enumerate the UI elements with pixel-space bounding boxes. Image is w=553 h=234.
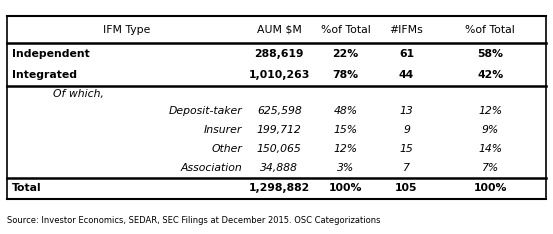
Text: 14%: 14%: [478, 144, 502, 154]
Text: Independent: Independent: [12, 49, 90, 59]
Text: Insurer: Insurer: [204, 125, 242, 135]
Text: 3%: 3%: [337, 163, 354, 173]
Text: Integrated: Integrated: [12, 70, 77, 80]
Text: 105: 105: [395, 183, 418, 193]
Text: 9%: 9%: [482, 125, 499, 135]
Text: AUM $M: AUM $M: [257, 25, 302, 35]
Text: #IFMs: #IFMs: [389, 25, 424, 35]
Text: 42%: 42%: [477, 70, 503, 80]
Text: 44: 44: [399, 70, 414, 80]
Text: 22%: 22%: [332, 49, 359, 59]
Text: 100%: 100%: [473, 183, 507, 193]
Text: 7%: 7%: [482, 163, 499, 173]
Text: Association: Association: [180, 163, 242, 173]
Text: 61: 61: [399, 49, 414, 59]
Text: Of which,: Of which,: [53, 89, 103, 99]
Text: 150,065: 150,065: [257, 144, 301, 154]
Text: Source: Investor Economics, SEDAR, SEC Filings at December 2015. OSC Categorizat: Source: Investor Economics, SEDAR, SEC F…: [7, 216, 380, 225]
Text: 12%: 12%: [333, 144, 358, 154]
Text: %of Total: %of Total: [466, 25, 515, 35]
Text: 625,598: 625,598: [257, 106, 301, 116]
Text: 78%: 78%: [332, 70, 359, 80]
Text: 288,619: 288,619: [254, 49, 304, 59]
Text: Total: Total: [12, 183, 42, 193]
Text: Other: Other: [211, 144, 242, 154]
Text: 199,712: 199,712: [257, 125, 301, 135]
Text: Deposit-taker: Deposit-taker: [169, 106, 242, 116]
Text: 15%: 15%: [333, 125, 358, 135]
Text: 58%: 58%: [477, 49, 503, 59]
Text: 9: 9: [403, 125, 410, 135]
Text: 1,298,882: 1,298,882: [249, 183, 310, 193]
Text: 13: 13: [400, 106, 413, 116]
Text: %of Total: %of Total: [321, 25, 371, 35]
Text: 15: 15: [400, 144, 413, 154]
Text: 34,888: 34,888: [260, 163, 298, 173]
Text: 7: 7: [403, 163, 410, 173]
Text: 48%: 48%: [333, 106, 358, 116]
Text: IFM Type: IFM Type: [103, 25, 150, 35]
Text: 1,010,263: 1,010,263: [249, 70, 310, 80]
Text: 12%: 12%: [478, 106, 502, 116]
Text: 100%: 100%: [329, 183, 362, 193]
